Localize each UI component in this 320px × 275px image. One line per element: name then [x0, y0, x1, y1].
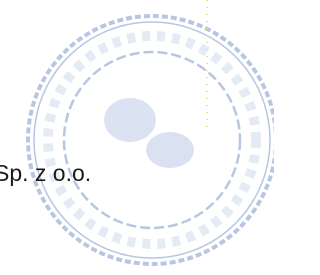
emblem-shape [146, 132, 194, 168]
emblem-shape [104, 98, 156, 142]
company-suffix: Sp. z o.o. [0, 160, 91, 187]
stamp [0, 0, 274, 275]
page: Sp. z o.o. (() => { const data = JSON.pa… [0, 0, 274, 275]
emblem [104, 98, 194, 168]
